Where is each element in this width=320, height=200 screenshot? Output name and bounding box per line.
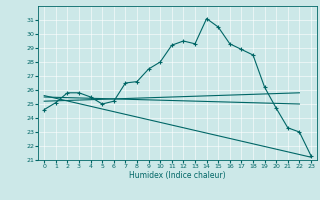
X-axis label: Humidex (Indice chaleur): Humidex (Indice chaleur) bbox=[129, 171, 226, 180]
